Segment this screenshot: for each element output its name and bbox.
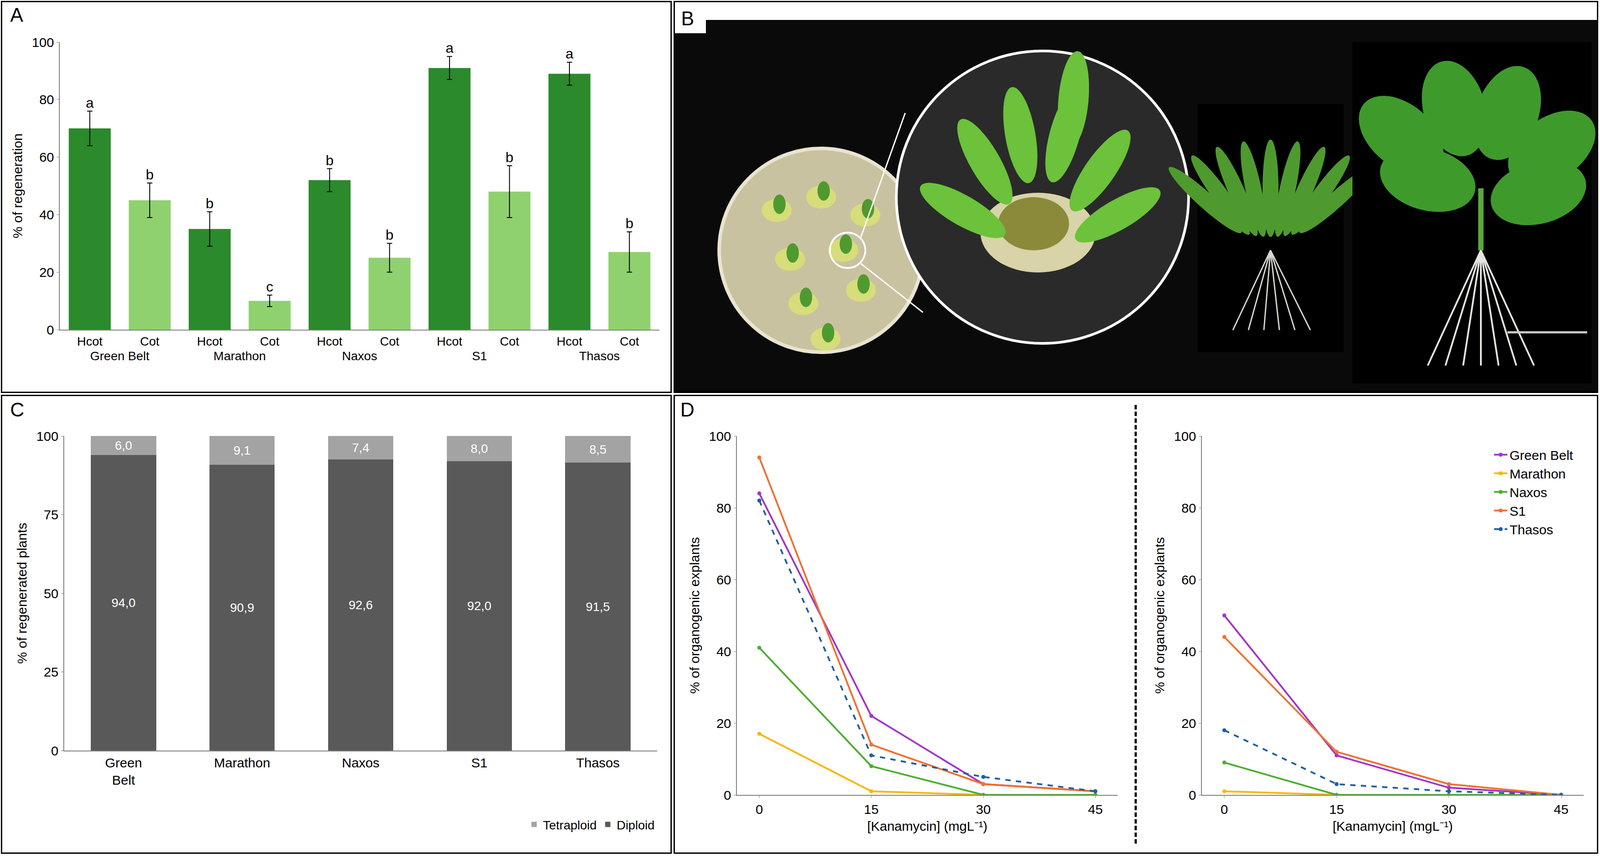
svg-text:Naxos: Naxos xyxy=(341,348,377,363)
svg-text:B: B xyxy=(681,7,694,30)
svg-text:100: 100 xyxy=(31,34,55,50)
svg-text:0: 0 xyxy=(723,787,732,802)
svg-text:100: 100 xyxy=(708,428,732,444)
svg-text:92,0: 92,0 xyxy=(467,598,492,613)
svg-text:Green Belt: Green Belt xyxy=(89,348,150,363)
svg-text:91,5: 91,5 xyxy=(585,599,611,614)
svg-text:Hcot: Hcot xyxy=(77,334,103,349)
svg-text:b: b xyxy=(205,195,214,212)
svg-text:Hcot: Hcot xyxy=(197,334,223,349)
svg-text:a: a xyxy=(565,45,574,62)
svg-text:% of regenerated plants: % of regenerated plants xyxy=(14,522,30,664)
svg-text:Tetraploid: Tetraploid xyxy=(542,817,597,832)
svg-text:GreenBelt: GreenBelt xyxy=(104,755,142,787)
svg-text:50: 50 xyxy=(43,585,59,601)
svg-text:b: b xyxy=(625,215,634,232)
svg-text:% of organogenic explants: % of organogenic explants xyxy=(687,536,702,694)
svg-text:0: 0 xyxy=(755,801,764,817)
svg-text:Diploid: Diploid xyxy=(616,817,655,832)
svg-text:20: 20 xyxy=(39,264,55,280)
svg-text:Marathon: Marathon xyxy=(213,348,266,363)
svg-text:% of organogenic explants: % of organogenic explants xyxy=(1152,536,1167,694)
svg-text:b: b xyxy=(145,166,154,183)
svg-text:9,1: 9,1 xyxy=(233,443,251,458)
svg-text:a: a xyxy=(85,94,94,111)
svg-text:75: 75 xyxy=(43,507,59,522)
svg-text:Thasos: Thasos xyxy=(579,348,620,363)
svg-text:100: 100 xyxy=(1173,428,1197,444)
svg-text:0: 0 xyxy=(1188,787,1197,802)
svg-text:Green Belt: Green Belt xyxy=(1509,447,1574,463)
svg-text:80: 80 xyxy=(1181,500,1197,516)
svg-text:8,0: 8,0 xyxy=(470,441,489,456)
svg-text:40: 40 xyxy=(1181,643,1197,659)
svg-text:40: 40 xyxy=(39,207,55,222)
svg-text:80: 80 xyxy=(716,500,732,516)
svg-text:Hcot: Hcot xyxy=(556,334,583,349)
svg-text:15: 15 xyxy=(863,801,879,817)
svg-text:[Kanamycin] (mgL⁻¹): [Kanamycin] (mgL⁻¹) xyxy=(1332,818,1453,833)
svg-text:6,0: 6,0 xyxy=(114,438,132,453)
svg-text:Hcot: Hcot xyxy=(436,334,463,349)
svg-text:80: 80 xyxy=(39,92,55,107)
svg-text:7,4: 7,4 xyxy=(352,440,370,455)
svg-text:Marathon: Marathon xyxy=(1509,466,1566,481)
svg-text:b: b xyxy=(325,152,334,169)
svg-text:Cot: Cot xyxy=(499,334,520,349)
svg-text:20: 20 xyxy=(716,715,732,731)
svg-text:0: 0 xyxy=(50,743,59,758)
svg-text:94,0: 94,0 xyxy=(111,595,136,610)
svg-text:Thasos: Thasos xyxy=(576,755,620,770)
svg-text:20: 20 xyxy=(1181,715,1197,731)
svg-text:Thasos: Thasos xyxy=(1509,522,1554,537)
svg-text:Naxos: Naxos xyxy=(341,755,380,770)
svg-text:A: A xyxy=(10,3,24,26)
svg-text:30: 30 xyxy=(976,801,991,817)
svg-text:b: b xyxy=(385,226,394,243)
svg-text:b: b xyxy=(505,149,514,166)
svg-text:45: 45 xyxy=(1088,801,1103,817)
svg-text:S1: S1 xyxy=(472,348,488,363)
svg-text:60: 60 xyxy=(716,572,732,587)
svg-text:45: 45 xyxy=(1553,801,1569,817)
svg-text:Hcot: Hcot xyxy=(317,334,343,349)
svg-text:100: 100 xyxy=(36,428,59,444)
svg-text:0: 0 xyxy=(46,322,55,338)
svg-text:Cot: Cot xyxy=(259,334,280,349)
svg-text:25: 25 xyxy=(43,664,59,679)
svg-text:60: 60 xyxy=(39,149,55,165)
svg-text:60: 60 xyxy=(1181,572,1197,587)
svg-text:90,9: 90,9 xyxy=(229,600,255,615)
svg-text:% of regeneration: % of regeneration xyxy=(10,133,25,239)
svg-text:92,6: 92,6 xyxy=(348,597,373,612)
svg-text:c: c xyxy=(266,278,274,295)
svg-text:Marathon: Marathon xyxy=(213,755,271,770)
svg-text:0: 0 xyxy=(1220,801,1229,817)
svg-text:a: a xyxy=(445,39,454,56)
svg-text:15: 15 xyxy=(1329,801,1345,817)
svg-text:C: C xyxy=(10,398,25,421)
svg-text:30: 30 xyxy=(1441,801,1457,817)
svg-text:S1: S1 xyxy=(471,755,488,770)
svg-text:Naxos: Naxos xyxy=(1509,484,1548,500)
svg-text:D: D xyxy=(680,398,695,421)
svg-text:[Kanamycin] (mgL⁻¹): [Kanamycin] (mgL⁻¹) xyxy=(867,818,988,833)
svg-text:Cot: Cot xyxy=(139,334,160,349)
svg-text:Cot: Cot xyxy=(379,334,400,349)
svg-text:8,5: 8,5 xyxy=(589,442,607,457)
svg-text:Cot: Cot xyxy=(619,334,640,349)
svg-text:40: 40 xyxy=(716,643,732,659)
svg-text:S1: S1 xyxy=(1509,503,1527,519)
